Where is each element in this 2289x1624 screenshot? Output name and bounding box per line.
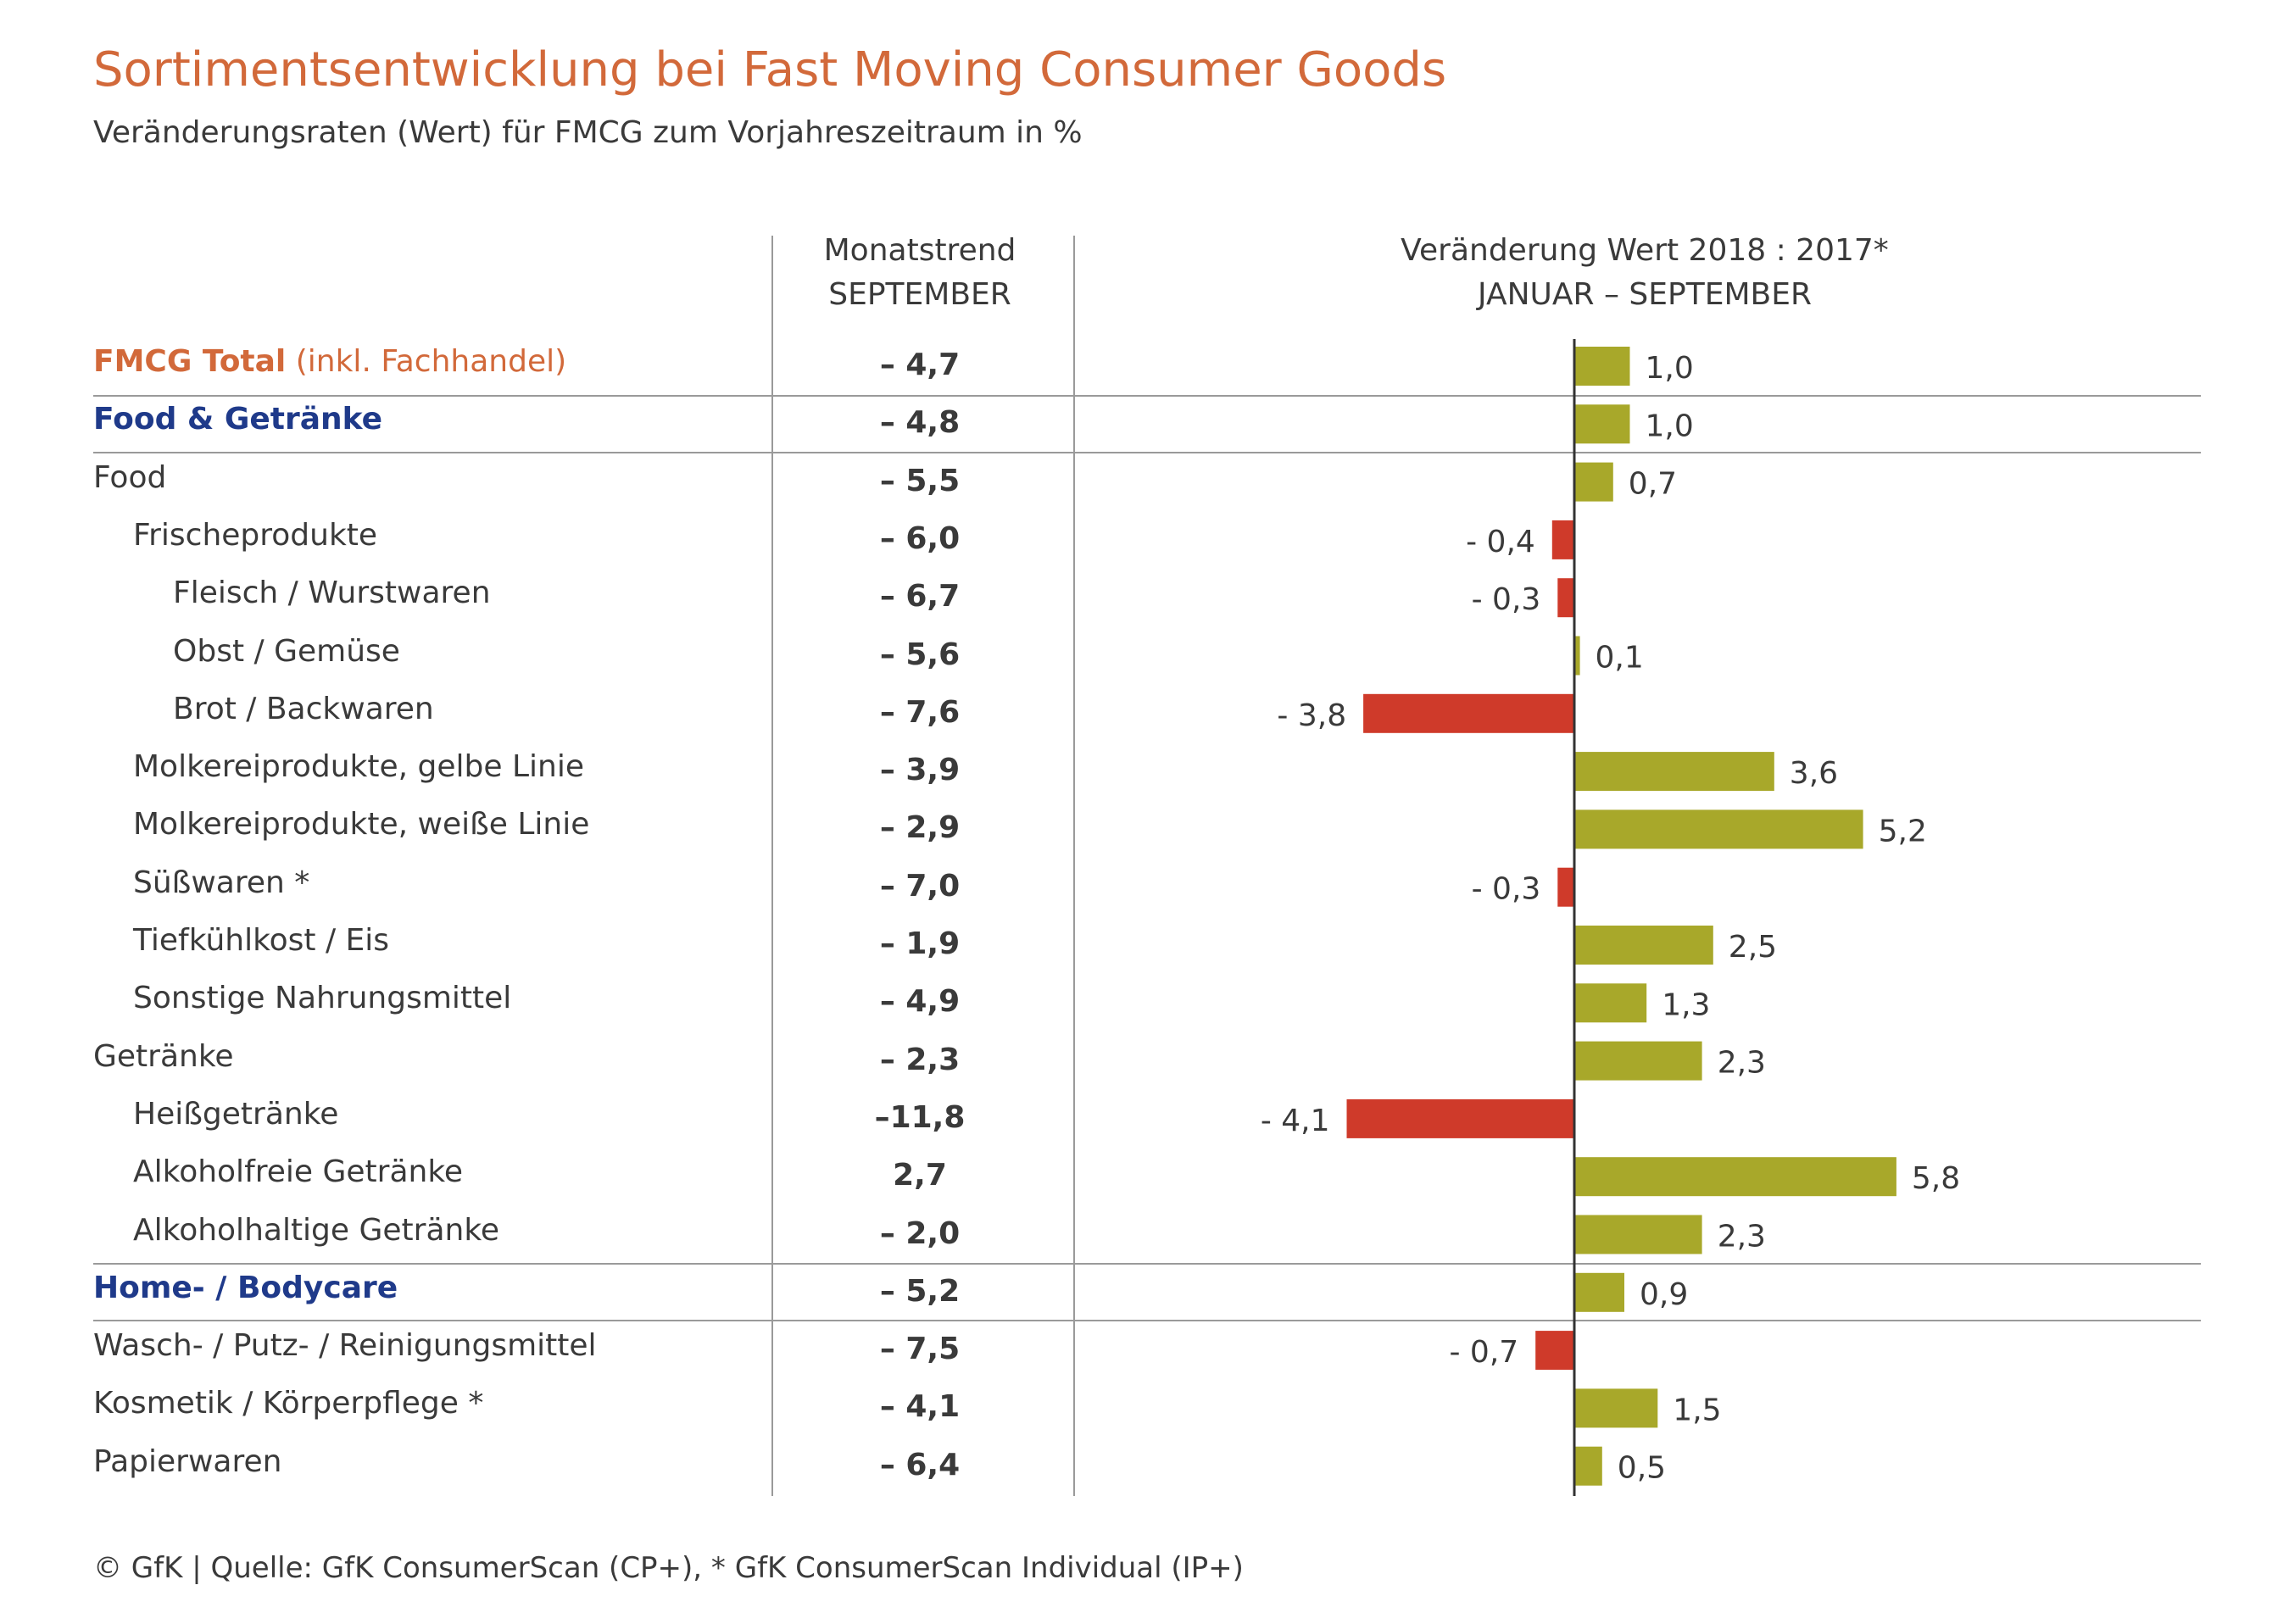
- monatstrend-value: – 2,9: [879, 810, 961, 846]
- row-label: FMCG Total (inkl. Fachhandel): [93, 344, 566, 379]
- change-header-line1: Veränderung Wert 2018 : 2017*: [1401, 233, 1889, 268]
- monatstrend-value: – 7,5: [879, 1332, 961, 1367]
- bar: [1346, 1098, 1574, 1138]
- bar: [1574, 1215, 1702, 1254]
- row-label: Home- / Bodycare: [93, 1270, 398, 1305]
- row-label: Alkoholhaltige Getränke: [133, 1212, 500, 1248]
- row-label: Papierwaren: [93, 1443, 282, 1479]
- bar: [1574, 1446, 1602, 1486]
- monatstrend-value: – 4,9: [879, 984, 961, 1020]
- column-divider-left: [771, 236, 773, 1496]
- bar-value-label: 5,8: [1912, 1161, 1960, 1196]
- bar-value-label: 1,3: [1662, 987, 1710, 1022]
- bar: [1574, 404, 1630, 444]
- bar-value-label: 5,2: [1879, 814, 1927, 848]
- row-label: Sonstige Nahrungsmittel: [133, 981, 512, 1016]
- bar-value-label: - 0,3: [1472, 872, 1541, 907]
- monatstrend-value: – 2,3: [879, 1042, 961, 1077]
- separator-total: [93, 395, 2201, 397]
- bar-value-label: 0,5: [1618, 1451, 1666, 1486]
- bar: [1557, 867, 1574, 907]
- row-label-bold: FMCG Total: [93, 344, 287, 379]
- monatstrend-value: – 5,5: [879, 463, 961, 498]
- bar: [1363, 693, 1574, 733]
- row-label: Kosmetik / Körperpflege *: [93, 1386, 484, 1421]
- monatstrend-value: – 5,2: [879, 1273, 961, 1309]
- chart-title: Sortimentsentwicklung bei Fast Moving Co…: [93, 42, 1447, 97]
- bar: [1574, 926, 1713, 965]
- monatstrend-value: – 4,8: [879, 405, 961, 441]
- row-label: Süßwaren *: [133, 865, 310, 900]
- monatstrend-value: – 4,1: [879, 1389, 961, 1425]
- row-label: Obst / Gemüse: [173, 633, 400, 669]
- bar-value-label: - 0,7: [1450, 1335, 1519, 1370]
- separator-home-bodycare-bottom: [93, 1320, 2201, 1321]
- row-label: Heißgetränke: [133, 1096, 339, 1132]
- row-label-rest: (inkl. Fachhandel): [286, 344, 567, 379]
- row-label: Molkereiprodukte, gelbe Linie: [133, 749, 584, 785]
- monatstrend-value: – 3,9: [879, 753, 961, 788]
- chart-subtitle: Veränderungsraten (Wert) für FMCG zum Vo…: [93, 115, 1083, 150]
- monatstrend-header: Monatstrend SEPTEMBER: [771, 229, 1068, 317]
- bar-value-label: 2,3: [1718, 1046, 1766, 1081]
- bar: [1574, 1388, 1658, 1428]
- monatstrend-header-line2: SEPTEMBER: [828, 277, 1011, 312]
- change-header: Veränderung Wert 2018 : 2017* JANUAR – S…: [1094, 229, 2196, 317]
- bar: [1574, 809, 1863, 849]
- row-label: Getränke: [93, 1038, 234, 1074]
- bar: [1574, 1157, 1896, 1197]
- bar: [1574, 636, 1580, 676]
- change-header-line2: JANUAR – SEPTEMBER: [1478, 277, 1812, 312]
- bar: [1535, 1331, 1574, 1371]
- row-label: Alkoholfreie Getränke: [133, 1154, 464, 1190]
- bar: [1557, 578, 1574, 618]
- bar: [1574, 462, 1613, 502]
- monatstrend-value: – 4,7: [879, 348, 961, 382]
- monatstrend-value: – 5,6: [879, 637, 961, 672]
- bar-value-label: - 0,4: [1466, 525, 1535, 559]
- bar-value-label: 2,3: [1718, 1220, 1766, 1254]
- row-label: Fleisch / Wurstwaren: [173, 576, 491, 611]
- bar-value-label: 0,7: [1629, 467, 1677, 502]
- row-label: Frischeprodukte: [133, 517, 378, 553]
- source-footer: © GfK | Quelle: GfK ConsumerScan (CP+), …: [93, 1551, 1244, 1585]
- bar-value-label: - 0,3: [1472, 582, 1541, 617]
- row-label: Molkereiprodukte, weiße Linie: [133, 807, 590, 843]
- row-label: Food & Getränke: [93, 402, 383, 437]
- monatstrend-value: – 7,6: [879, 694, 961, 730]
- bar-value-label: 1,0: [1646, 409, 1694, 443]
- monatstrend-value: –11,8: [874, 1099, 966, 1135]
- monatstrend-value: – 7,0: [879, 868, 961, 904]
- row-label: Tiefkühlkost / Eis: [133, 923, 390, 958]
- bar-value-label: 2,5: [1729, 930, 1777, 965]
- monatstrend-value: – 6,7: [879, 579, 961, 615]
- bar: [1574, 983, 1647, 1023]
- row-label: Food: [93, 459, 167, 495]
- row-label: Wasch- / Putz- / Reinigungsmittel: [93, 1328, 597, 1364]
- monatstrend-value: – 6,0: [879, 520, 961, 556]
- bar-value-label: 1,5: [1673, 1393, 1721, 1427]
- bar: [1574, 752, 1774, 792]
- monatstrend-value: – 1,9: [879, 926, 961, 961]
- bar: [1574, 1041, 1702, 1081]
- bar: [1551, 520, 1574, 559]
- separator-food-getraenke: [93, 452, 2201, 453]
- bar-value-label: 0,1: [1596, 641, 1644, 676]
- bar: [1574, 1272, 1624, 1312]
- bar-value-label: - 4,1: [1261, 1104, 1330, 1138]
- separator-home-bodycare-top: [93, 1263, 2201, 1265]
- bar-value-label: - 3,8: [1277, 698, 1346, 733]
- column-divider-right: [1073, 236, 1075, 1496]
- monatstrend-value: – 2,0: [879, 1215, 961, 1251]
- monatstrend-value: 2,7: [893, 1158, 947, 1193]
- row-label: Brot / Backwaren: [173, 691, 434, 726]
- bar: [1574, 347, 1630, 386]
- monatstrend-value: – 6,4: [879, 1447, 961, 1482]
- monatstrend-header-line1: Monatstrend: [823, 233, 1016, 268]
- bar-value-label: 0,9: [1640, 1277, 1688, 1312]
- bar-value-label: 3,6: [1790, 756, 1838, 791]
- bar-value-label: 1,0: [1646, 351, 1694, 386]
